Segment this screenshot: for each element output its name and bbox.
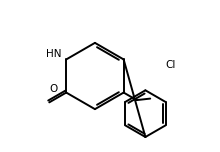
Text: HN: HN (46, 49, 61, 59)
Text: O: O (50, 84, 58, 94)
Text: Cl: Cl (165, 60, 175, 70)
